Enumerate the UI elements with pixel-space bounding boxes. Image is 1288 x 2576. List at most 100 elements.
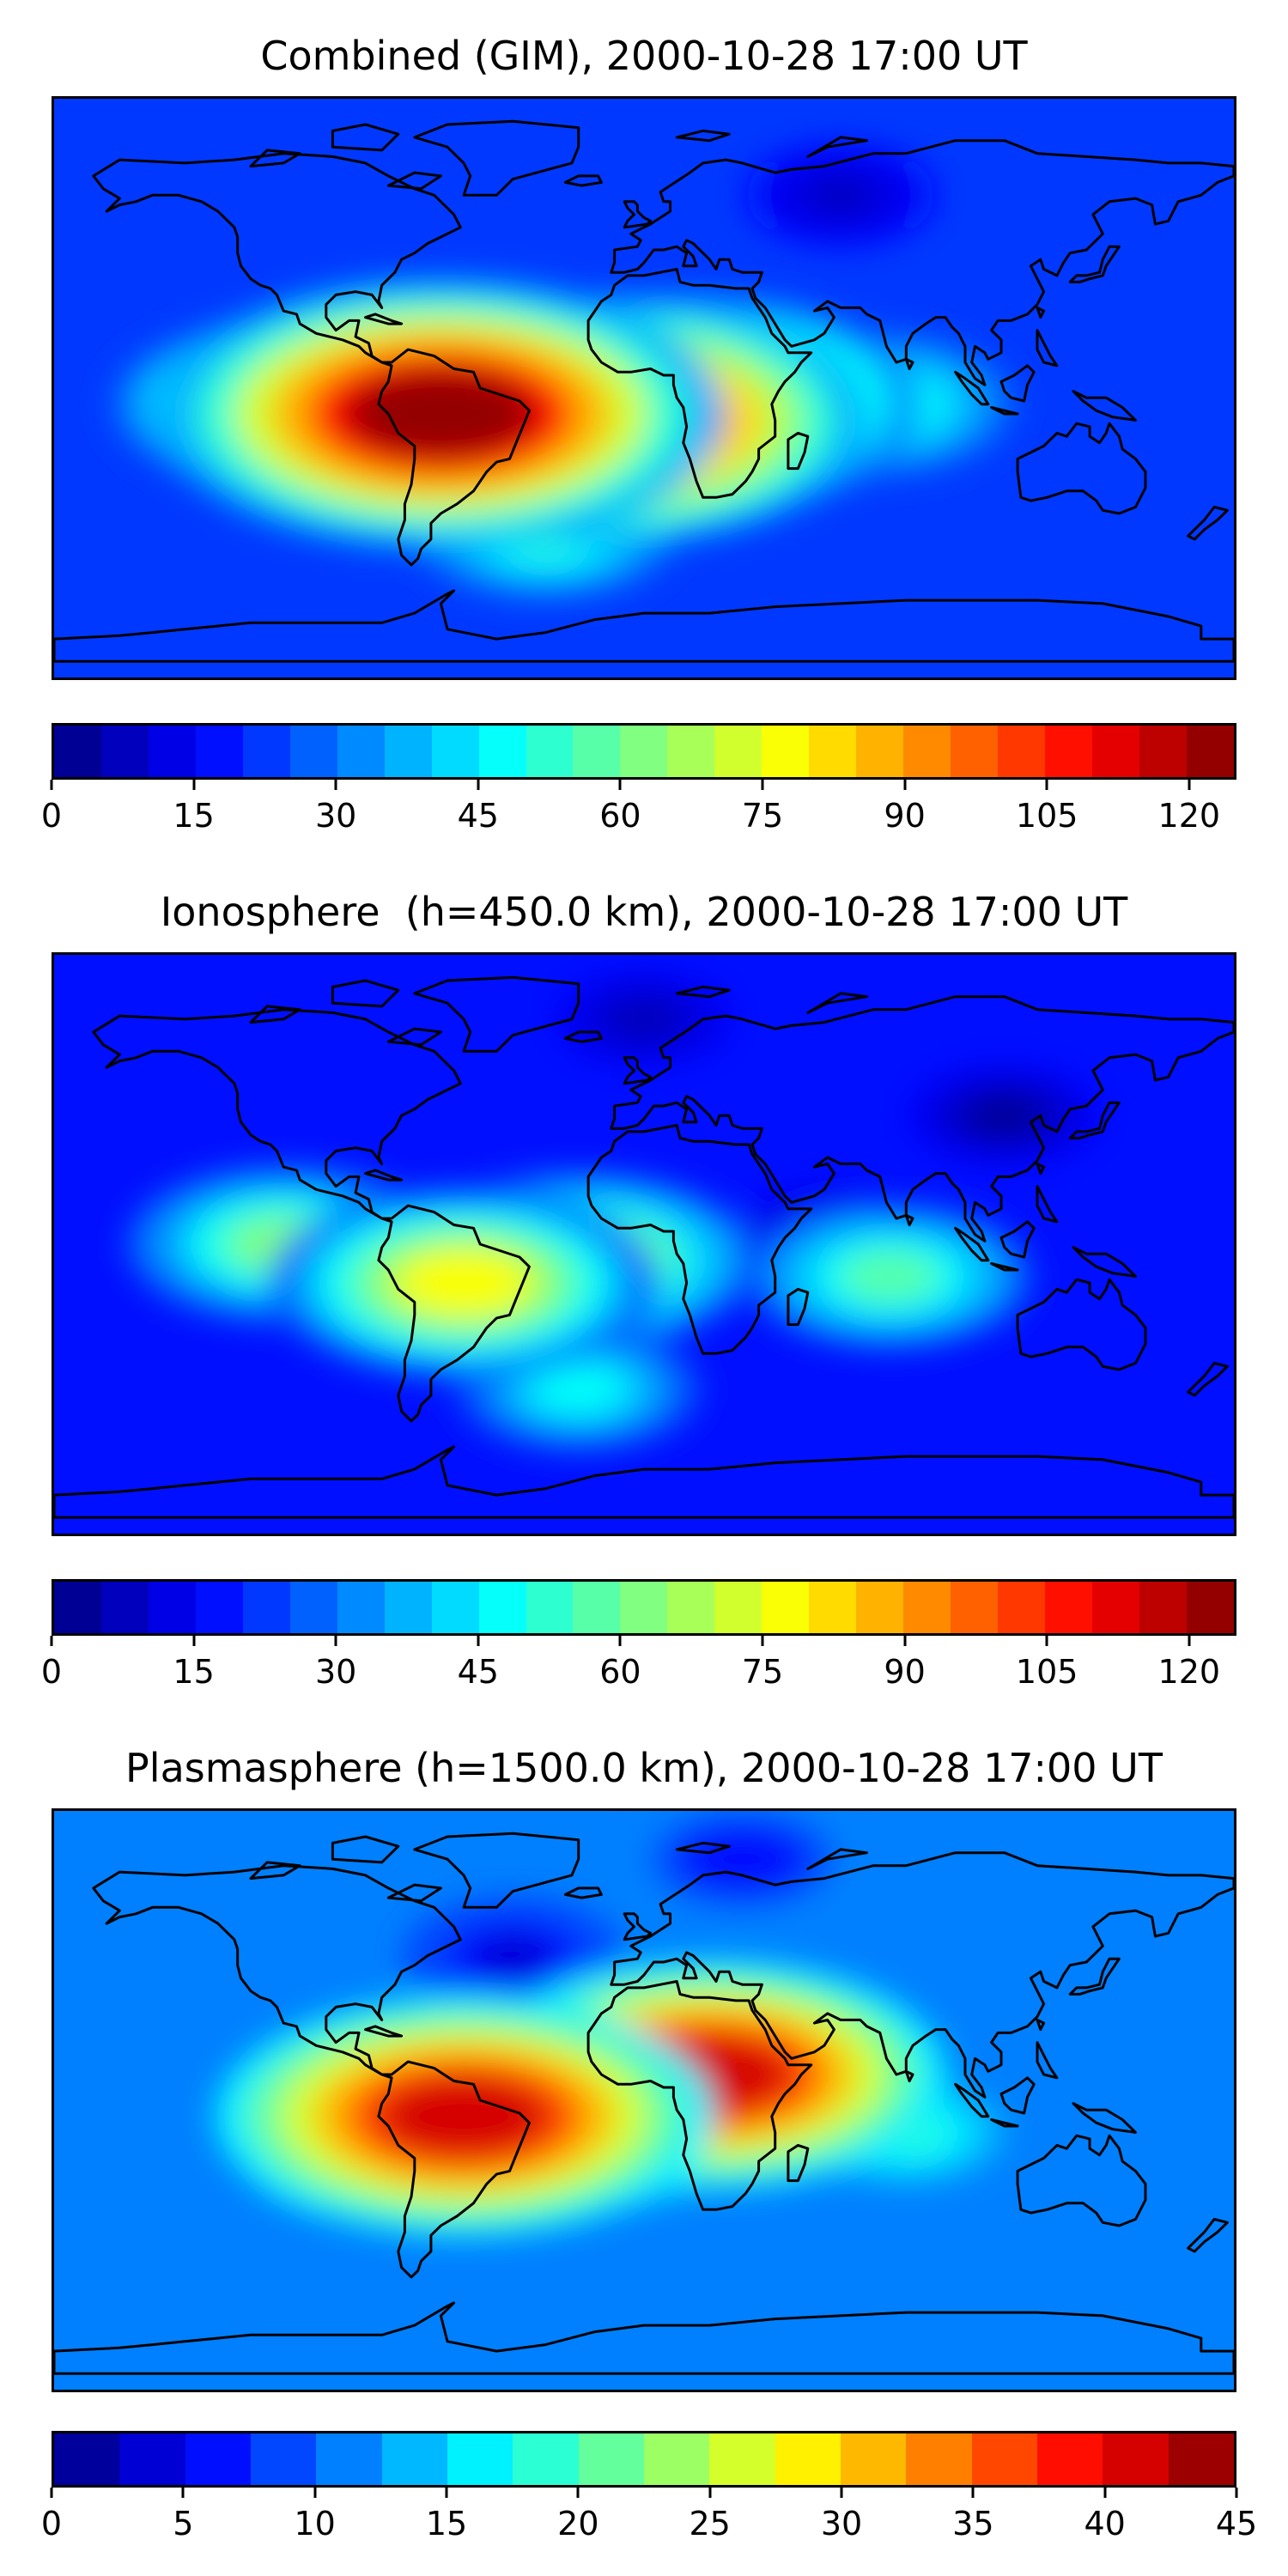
colorbar-level <box>478 1582 526 1633</box>
coastline <box>331 979 400 1008</box>
coastline <box>1187 506 1229 541</box>
colorbar-level <box>100 1582 149 1633</box>
colorbar-level <box>998 1582 1046 1633</box>
colorbar-level <box>250 2433 317 2485</box>
coastline <box>1072 1246 1137 1278</box>
colorbar-level <box>242 726 290 777</box>
coastline <box>999 1220 1036 1259</box>
field-feature <box>808 178 873 213</box>
colorbar-level <box>381 2433 447 2485</box>
field-feature <box>346 368 536 459</box>
coastline <box>92 1864 531 2279</box>
tick-label: 20 <box>557 2505 599 2543</box>
tick-label: 45 <box>457 797 499 835</box>
colorbar-level <box>1139 1582 1187 1633</box>
coastlines <box>54 119 1234 663</box>
coastline <box>610 995 1234 1242</box>
colorbar-level <box>1045 726 1092 777</box>
tick-label: 0 <box>40 797 63 835</box>
field-feature <box>707 1840 778 1878</box>
tick-mark <box>761 1636 764 1646</box>
field-feature <box>971 1097 1038 1133</box>
coastline <box>1072 2102 1137 2134</box>
colorbar-level <box>195 1582 243 1633</box>
colorbar-level <box>620 726 668 777</box>
field-feature <box>536 1367 621 1411</box>
coastline <box>586 1980 813 2211</box>
field-feature <box>613 1002 675 1036</box>
tick-mark <box>1045 780 1048 790</box>
tick-mark <box>840 2488 843 2498</box>
tick-mark <box>1103 2488 1107 2498</box>
tick-label: 45 <box>457 1653 499 1691</box>
colorbar-level <box>289 726 337 777</box>
map-svg <box>54 99 1234 677</box>
coastline <box>675 985 731 999</box>
colorbar-level <box>809 726 857 777</box>
coastline <box>249 1005 301 1024</box>
coastline <box>954 1226 990 1262</box>
coastline <box>675 1841 731 1855</box>
coastline <box>1072 390 1137 422</box>
tick-mark <box>618 780 622 790</box>
colorbar-level <box>316 2433 382 2485</box>
tick-mark <box>50 2488 53 2498</box>
field-feature <box>840 1251 939 1302</box>
colorbar-level <box>667 726 715 777</box>
coastline <box>331 1835 400 1864</box>
coastline <box>1036 329 1059 368</box>
coastline <box>386 1027 442 1047</box>
colorbar-level <box>431 726 479 777</box>
coastline <box>1187 2218 1229 2253</box>
colorbar-level <box>578 2433 644 2485</box>
tick-label: 90 <box>884 797 926 835</box>
coastline <box>1036 1162 1046 1176</box>
tick-mark <box>477 1636 480 1646</box>
coastline <box>806 136 868 158</box>
colorbar-level <box>185 2433 251 2485</box>
colorbar-level <box>1091 1582 1139 1633</box>
colorbar-level <box>762 1582 810 1633</box>
coastlines <box>54 1832 1234 2375</box>
colorbar-level <box>971 2433 1037 2485</box>
colorbar-ionosphere <box>52 1579 1236 1636</box>
coastline <box>586 268 813 499</box>
coastline <box>386 171 442 191</box>
chart-title: Combined (GIM), 2000-10-28 17:00 UT <box>260 33 1028 79</box>
tick-mark <box>334 780 337 790</box>
coastline <box>331 123 400 152</box>
coastline <box>563 1030 603 1043</box>
colorbar-level <box>1186 726 1234 777</box>
colorbar-level <box>289 1582 337 1633</box>
coastline <box>563 174 603 187</box>
coastline <box>249 1861 301 1880</box>
coastline <box>904 2069 914 2082</box>
colorbar-level <box>148 1582 196 1633</box>
colorbar-level <box>431 1582 479 1633</box>
coastline <box>990 2118 1019 2128</box>
colorbar-level <box>478 726 526 777</box>
colorbar-level <box>1186 1582 1234 1633</box>
coastline <box>1068 245 1121 283</box>
tick-mark <box>903 1636 907 1646</box>
coastline <box>610 1851 1234 2099</box>
tick-mark <box>576 2488 580 2498</box>
coastline <box>249 149 301 168</box>
coastline <box>54 589 1234 663</box>
colorbar-plasmasphere <box>52 2431 1236 2488</box>
coastline <box>623 1056 653 1085</box>
colorbar-level <box>1103 2433 1169 2485</box>
colorbar-level <box>809 1582 857 1633</box>
tick-label: 0 <box>40 2505 63 2543</box>
coastline <box>364 1169 404 1182</box>
coastline <box>413 1832 580 1909</box>
colorbar-level <box>903 726 951 777</box>
map-svg <box>54 1811 1234 2390</box>
colorbar-level <box>384 1582 432 1633</box>
colorbar-level <box>951 1582 999 1633</box>
map-combined <box>52 96 1236 680</box>
tick-label: 35 <box>952 2505 994 2543</box>
tick-label: 5 <box>173 2505 194 2543</box>
colorbar-level <box>242 1582 290 1633</box>
coastline <box>904 357 914 370</box>
